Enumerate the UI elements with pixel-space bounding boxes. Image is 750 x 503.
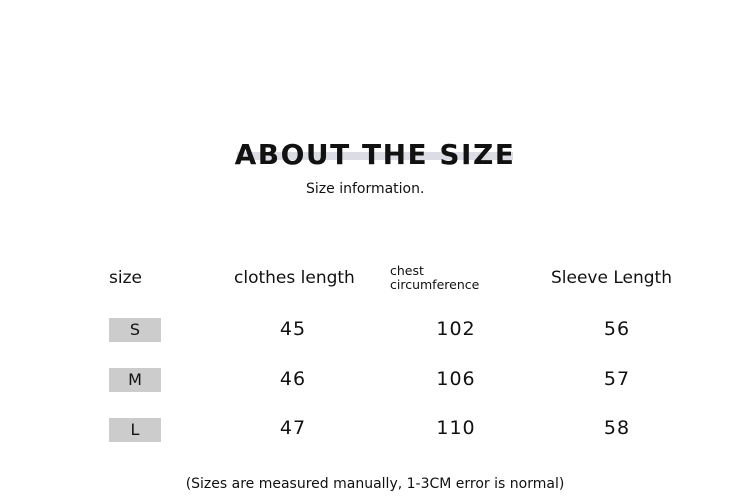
header-size: size [109, 268, 142, 288]
clothes-length-value: 47 [279, 417, 307, 439]
sleeve-value: 58 [603, 417, 631, 439]
chest-value: 110 [436, 417, 476, 439]
header-chest-circumference: chest circumference [390, 263, 480, 292]
chest-value: 106 [436, 368, 476, 390]
clothes-length-value: 45 [279, 318, 307, 340]
header-sleeve-length: Sleeve Length [551, 268, 672, 288]
measurement-note: (Sizes are measured manually, 1-3CM erro… [185, 476, 565, 492]
chest-value: 102 [436, 318, 476, 340]
title-underline-bar [237, 152, 513, 160]
sleeve-value: 57 [603, 368, 631, 390]
sleeve-value: 56 [603, 318, 631, 340]
size-cell: S [109, 318, 161, 342]
subtitle: Size information. [306, 181, 425, 197]
size-cell: L [109, 418, 161, 442]
page-title: ABOUT THE SIZE [0, 138, 750, 171]
clothes-length-value: 46 [279, 368, 307, 390]
size-cell: M [109, 368, 161, 392]
header-clothes-length: clothes length [234, 268, 355, 288]
title-text: ABOUT THE SIZE [234, 138, 516, 171]
